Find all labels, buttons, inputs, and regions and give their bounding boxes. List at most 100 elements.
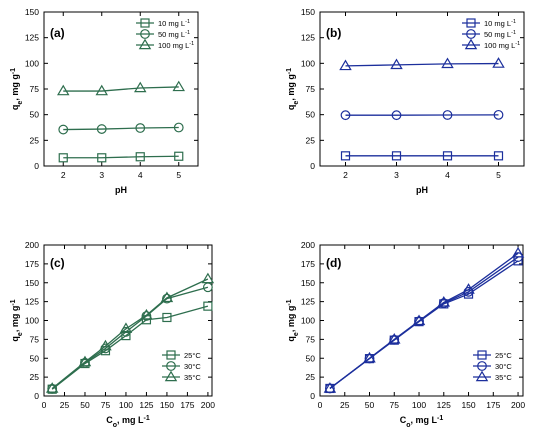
panel-label: (a) <box>50 26 65 40</box>
data-point <box>162 293 172 304</box>
series-line <box>63 126 179 131</box>
data-point <box>173 122 184 133</box>
x-tick-label: 200 <box>511 400 525 410</box>
series-3 <box>323 246 525 393</box>
y-tick-label: 175 <box>301 259 315 269</box>
data-point <box>172 80 185 92</box>
series-line <box>63 86 179 92</box>
data-point <box>97 153 107 163</box>
legend-marker <box>140 18 150 28</box>
legend-marker <box>477 361 487 371</box>
data-point <box>414 316 424 327</box>
y-axis-title: qe, mg g-1 <box>286 299 300 341</box>
data-point <box>141 311 152 321</box>
x-tick-label: 5 <box>176 170 181 180</box>
data-point <box>58 153 68 163</box>
legend-label: 35°C <box>495 373 512 382</box>
data-point <box>442 110 453 120</box>
x-tick-label: 50 <box>365 400 375 410</box>
x-tick-label: 0 <box>42 400 47 410</box>
legend: 25°C 30°C 35°C <box>162 350 201 382</box>
legend-label: 25°C <box>495 351 512 360</box>
x-tick-label: 25 <box>340 400 350 410</box>
y-tick-label: 50 <box>306 353 316 363</box>
legend-label: 10 mg L-1 <box>484 19 516 28</box>
y-tick-label: 150 <box>25 7 39 17</box>
y-tick-label: 150 <box>301 7 315 17</box>
x-tick-label: 100 <box>119 400 133 410</box>
data-point <box>95 84 108 96</box>
x-tick-label: 125 <box>437 400 451 410</box>
data-point <box>323 382 337 393</box>
data-point <box>96 124 107 134</box>
x-tick-label: 4 <box>138 170 143 180</box>
legend-label: 25°C <box>184 351 201 360</box>
x-tick-label: 75 <box>390 400 400 410</box>
y-tick-label: 100 <box>25 58 39 68</box>
legend-marker <box>464 38 478 50</box>
legend-marker <box>140 29 150 39</box>
y-tick-label: 200 <box>25 240 39 250</box>
x-tick-label: 3 <box>394 170 399 180</box>
chart-panel-c: 0 25 50 75 100 125 150 175 200 0 25 50 75 100 125 150 17… <box>10 240 216 429</box>
data-point <box>203 301 213 311</box>
y-axis-title: qe, mg g-1 <box>10 68 24 110</box>
x-axis-title: pH <box>115 185 127 195</box>
series-line <box>345 62 499 67</box>
data-point <box>441 57 454 69</box>
series-3 <box>339 57 505 71</box>
series-3 <box>45 272 215 393</box>
y-tick-label: 0 <box>310 161 315 171</box>
series-2 <box>325 252 523 394</box>
y-tick-label: 0 <box>34 391 39 401</box>
y-tick-label: 125 <box>301 33 315 43</box>
data-point <box>80 357 90 368</box>
data-point <box>391 110 402 121</box>
x-tick-label: 150 <box>461 400 475 410</box>
y-tick-label: 25 <box>306 372 316 382</box>
series-line <box>63 155 179 159</box>
data-point <box>390 58 403 70</box>
x-tick-label: 175 <box>486 400 500 410</box>
series-line <box>329 256 519 389</box>
x-tick-label: 100 <box>412 400 426 410</box>
x-axis-title: Co, mg L-1 <box>400 415 444 429</box>
legend: 10 mg L-1 50 mg L-1 100 mg L-1 <box>136 18 194 50</box>
x-axis-title: pH <box>416 185 428 195</box>
data-point <box>437 295 451 307</box>
legend-label: 30°C <box>495 362 512 371</box>
data-point <box>438 298 449 309</box>
y-tick-label: 75 <box>306 84 316 94</box>
x-tick-label: 4 <box>445 170 450 180</box>
data-point <box>160 291 174 303</box>
y-tick-label: 75 <box>30 334 40 344</box>
y-tick-label: 200 <box>301 240 315 250</box>
legend-label: 100 mg L-1 <box>158 41 194 50</box>
y-tick-label: 25 <box>30 135 40 145</box>
x-axis-title: Co, mg L-1 <box>106 415 150 429</box>
y-tick-label: 50 <box>306 110 316 120</box>
data-point <box>462 283 475 294</box>
y-tick-label: 0 <box>34 161 39 171</box>
x-tick-label: 125 <box>139 400 153 410</box>
x-tick-label: 175 <box>180 400 194 410</box>
data-point <box>135 152 145 162</box>
legend-marker <box>164 370 178 382</box>
x-tick-label: 50 <box>80 400 90 410</box>
legend-marker <box>466 29 476 39</box>
y-tick-label: 100 <box>301 316 315 326</box>
legend: 10 mg L-1 50 mg L-1 100 mg L-1 <box>462 18 520 50</box>
data-point <box>412 314 426 326</box>
data-point <box>340 110 351 121</box>
series-1 <box>58 151 184 163</box>
x-tick-label: 2 <box>61 170 66 180</box>
y-tick-label: 100 <box>25 316 39 326</box>
data-point <box>135 123 146 133</box>
chart-panel-d: 0 25 50 75 100 125 150 175 200 0 25 50 75 100 125 150 17… <box>286 240 526 429</box>
legend-label: 100 mg L-1 <box>484 41 520 50</box>
data-point <box>340 151 351 161</box>
panel-label: (b) <box>326 26 341 40</box>
data-point <box>58 124 69 135</box>
